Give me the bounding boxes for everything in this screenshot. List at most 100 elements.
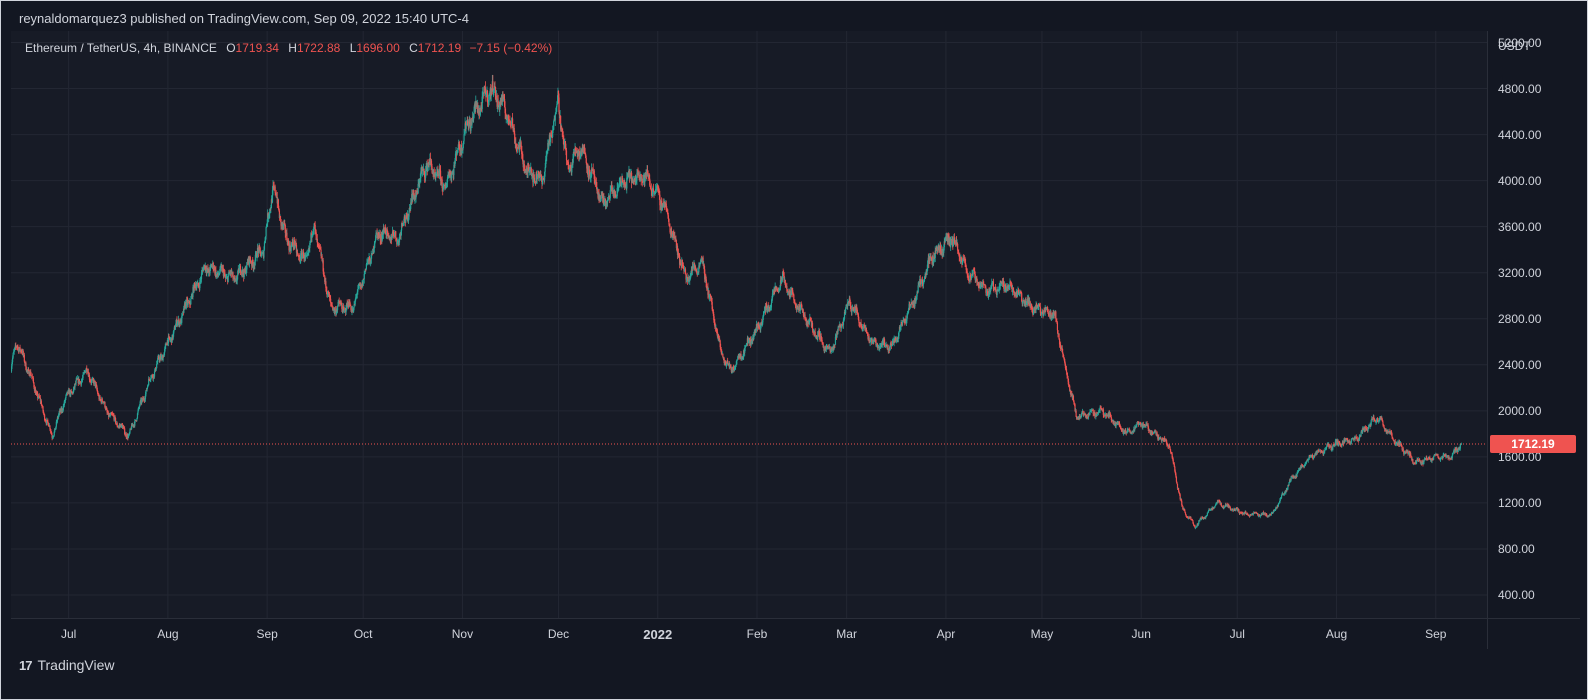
- candle: [527, 161, 529, 178]
- candle: [256, 243, 259, 259]
- candle: [714, 323, 716, 332]
- candle: [1430, 458, 1432, 461]
- candle: [23, 352, 25, 363]
- candle: [461, 147, 463, 158]
- candle: [825, 343, 827, 353]
- candle: [1089, 408, 1091, 416]
- candle: [483, 85, 485, 97]
- candle: [669, 223, 671, 234]
- candle: [1389, 428, 1391, 433]
- candle: [762, 315, 764, 325]
- candle: [208, 267, 210, 273]
- candle: [462, 143, 464, 154]
- candle: [857, 312, 859, 321]
- candle: [347, 299, 349, 310]
- candle: [810, 317, 812, 322]
- candle: [185, 297, 188, 310]
- price-chart[interactable]: [11, 31, 1487, 618]
- candle: [1230, 508, 1232, 512]
- price-tick-label: 4400.00: [1498, 127, 1542, 142]
- candle: [1094, 409, 1096, 419]
- candle: [1065, 365, 1067, 370]
- candle: [482, 87, 484, 103]
- candle: [272, 180, 274, 196]
- price-tick-label: 4000.00: [1498, 173, 1542, 188]
- candle: [879, 343, 881, 352]
- candle: [181, 314, 183, 319]
- candle: [808, 318, 810, 326]
- candle: [150, 375, 152, 380]
- candle: [387, 230, 389, 240]
- candle: [1459, 443, 1461, 451]
- candle: [311, 234, 313, 243]
- change-value: −7.15 (−0.42%): [469, 41, 553, 55]
- candle: [875, 343, 878, 347]
- candle: [467, 116, 469, 127]
- candle: [238, 263, 240, 274]
- candle: [509, 115, 511, 126]
- candle: [494, 86, 497, 101]
- candle: [33, 384, 36, 393]
- candle: [767, 302, 769, 312]
- candle: [447, 171, 449, 179]
- candle: [786, 282, 788, 294]
- candle: [1280, 494, 1283, 499]
- candle: [662, 198, 664, 208]
- candle: [544, 171, 546, 183]
- price-unit: USDT: [1498, 39, 1531, 53]
- candle: [91, 377, 93, 383]
- candle: [927, 259, 929, 271]
- candle: [996, 289, 998, 298]
- candle: [823, 345, 825, 354]
- candle: [1022, 300, 1024, 307]
- candle: [829, 346, 831, 354]
- candle: [459, 144, 461, 156]
- time-tick-label: Feb: [746, 627, 768, 641]
- candle: [727, 357, 729, 365]
- candle: [1053, 309, 1055, 319]
- candle: [521, 145, 523, 159]
- candle: [1365, 426, 1368, 431]
- candle: [705, 276, 707, 289]
- chart-pane[interactable]: Ethereum / TetherUS, 4h, BINANCE O1719.3…: [11, 31, 1487, 618]
- candle: [65, 392, 68, 396]
- candle: [1262, 510, 1265, 516]
- candle: [1125, 431, 1127, 436]
- candle: [1272, 511, 1274, 514]
- candle: [516, 146, 519, 153]
- candle: [1096, 414, 1098, 417]
- price-axis[interactable]: USDT 400.00 800.00 1200.00 1600.00 2000.00 24…: [1487, 31, 1580, 618]
- candle: [148, 376, 150, 386]
- candle: [167, 333, 170, 347]
- candle: [265, 226, 267, 240]
- candle: [709, 293, 712, 302]
- time-axis[interactable]: Jul Aug Sep Oct Nov Dec 2022 Feb Mar Apr May Jun Jul…: [11, 618, 1487, 649]
- candle: [1454, 446, 1456, 454]
- candle: [475, 100, 477, 110]
- candle: [217, 270, 220, 278]
- candle: [14, 347, 16, 352]
- candle: [689, 272, 691, 281]
- candle: [19, 344, 21, 355]
- candle: [260, 251, 262, 257]
- candle: [30, 368, 32, 377]
- tradingview-brand[interactable]: 17 TradingView: [19, 657, 115, 673]
- candle: [986, 288, 989, 296]
- candle: [546, 150, 548, 162]
- candle: [1018, 289, 1020, 296]
- candle: [1200, 517, 1203, 521]
- candle: [407, 215, 410, 224]
- candle: [1047, 309, 1049, 317]
- price-tick-label: 2800.00: [1498, 311, 1542, 326]
- candle: [1281, 492, 1283, 496]
- candle: [86, 365, 88, 375]
- candle: [328, 291, 331, 302]
- candle: [736, 359, 738, 361]
- candle: [576, 147, 578, 154]
- candle: [533, 172, 535, 179]
- candle: [966, 268, 968, 278]
- candle: [529, 167, 531, 176]
- candle: [1058, 333, 1060, 340]
- candle: [369, 258, 371, 265]
- candle: [930, 256, 933, 262]
